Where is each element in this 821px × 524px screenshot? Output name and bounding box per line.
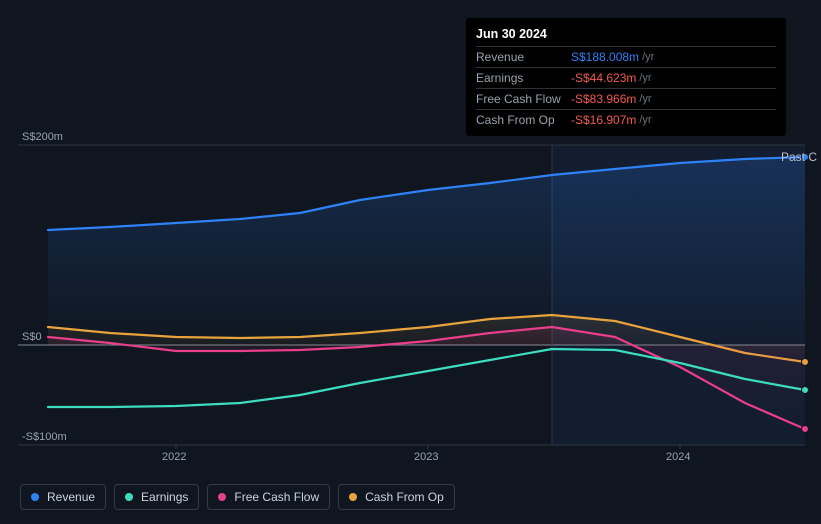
legend-dot-icon <box>125 493 133 501</box>
legend-item-free_cash_flow[interactable]: Free Cash Flow <box>207 484 330 510</box>
legend-dot-icon <box>31 493 39 501</box>
tooltip-row: Earnings-S$44.623m/yr <box>476 67 776 88</box>
legend-label: Cash From Op <box>365 490 444 504</box>
legend-dot-icon <box>218 493 226 501</box>
tooltip-row: RevenueS$188.008m/yr <box>476 46 776 67</box>
tooltip-unit: /yr <box>642 51 654 63</box>
legend-label: Free Cash Flow <box>234 490 319 504</box>
x-tick-label: 2024 <box>666 451 690 463</box>
tooltip-metric-value: S$188.008m <box>571 50 639 64</box>
y-tick-label: S$200m <box>22 131 63 143</box>
x-tick-label: 2023 <box>414 451 438 463</box>
tooltip-row: Free Cash Flow-S$83.966m/yr <box>476 88 776 109</box>
legend-item-earnings[interactable]: Earnings <box>114 484 199 510</box>
chart-tooltip: Jun 30 2024 RevenueS$188.008m/yrEarnings… <box>466 18 786 136</box>
tooltip-metric-label: Free Cash Flow <box>476 92 571 106</box>
y-tick-label: S$0 <box>22 331 42 343</box>
tooltip-date: Jun 30 2024 <box>476 24 776 46</box>
tooltip-metric-label: Revenue <box>476 50 571 64</box>
tooltip-unit: /yr <box>639 72 651 84</box>
tooltip-unit: /yr <box>639 114 651 126</box>
tooltip-metric-label: Earnings <box>476 71 571 85</box>
y-tick-label: -S$100m <box>22 431 67 443</box>
tooltip-metric-value: -S$44.623m <box>571 71 636 85</box>
legend-dot-icon <box>349 493 357 501</box>
legend-item-cash_from_op[interactable]: Cash From Op <box>338 484 455 510</box>
legend-item-revenue[interactable]: Revenue <box>20 484 106 510</box>
legend-label: Earnings <box>141 490 188 504</box>
legend-label: Revenue <box>47 490 95 504</box>
tooltip-metric-value: -S$83.966m <box>571 92 636 106</box>
x-tick-label: 2022 <box>162 451 186 463</box>
chart-legend: Revenue Earnings Free Cash Flow Cash From O… <box>20 484 455 510</box>
tooltip-metric-label: Cash From Op <box>476 113 571 127</box>
tooltip-metric-value: -S$16.907m <box>571 113 636 127</box>
past-label: Past C <box>781 150 817 164</box>
tooltip-unit: /yr <box>639 93 651 105</box>
tooltip-row: Cash From Op-S$16.907m/yr <box>476 109 776 130</box>
